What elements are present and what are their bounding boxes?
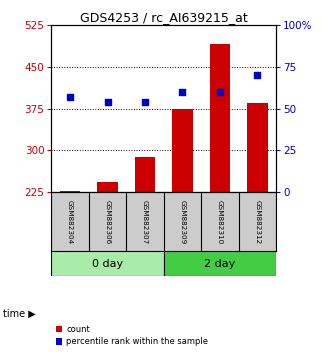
Text: 2 day: 2 day: [204, 258, 236, 269]
Point: [67, 94, 73, 100]
Bar: [164, 251, 276, 276]
Point: [143, 99, 148, 105]
Text: GSM882309: GSM882309: [179, 200, 186, 244]
Point: [217, 89, 222, 95]
Bar: [135, 156, 155, 192]
Bar: [51, 251, 164, 276]
Text: time ▶: time ▶: [3, 308, 36, 318]
Legend: count, percentile rank within the sample: count, percentile rank within the sample: [56, 325, 208, 346]
Point: [255, 72, 260, 78]
Text: GSM882310: GSM882310: [217, 200, 223, 244]
Bar: [247, 103, 268, 192]
Text: 0 day: 0 day: [92, 258, 123, 269]
Text: GSM882306: GSM882306: [105, 200, 110, 244]
Point: [180, 89, 185, 95]
Bar: [97, 182, 118, 192]
Bar: [210, 44, 230, 192]
Text: GSM882312: GSM882312: [254, 200, 260, 244]
Title: GDS4253 / rc_AI639215_at: GDS4253 / rc_AI639215_at: [80, 11, 247, 24]
Text: GSM882307: GSM882307: [142, 200, 148, 244]
Bar: [60, 191, 80, 192]
Text: GSM882304: GSM882304: [67, 200, 73, 244]
Point: [105, 99, 110, 105]
Bar: [172, 109, 193, 192]
